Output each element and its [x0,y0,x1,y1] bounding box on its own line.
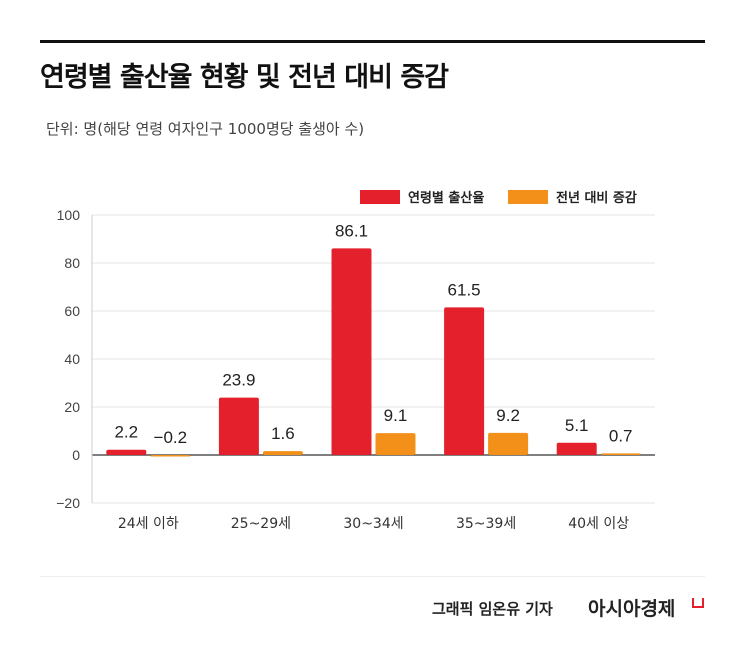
bar-birth-rate [444,307,485,455]
top-rule [40,40,705,43]
bar-chart: 100 80 60 40 20 0 −20 2.2 −0.2 24세 이하 23.9 1.6 25~29… [56,190,655,532]
x-tick-label: 30~34세 [343,516,403,532]
data-label: −0.2 [154,428,188,447]
y-tick-label: 0 [72,447,80,463]
chart-subtitle: 단위: 명(해당 연령 여자인구 1000명당 출생아 수) [46,120,365,138]
logo-mark-icon [692,598,704,608]
y-tick-label: −20 [56,495,80,511]
bar-yoy-change [262,451,303,455]
bar-birth-rate [218,397,259,455]
data-label: 1.6 [271,424,295,443]
data-label: 0.7 [609,426,633,445]
data-label: 61.5 [448,280,481,299]
bar-yoy-change [375,433,416,455]
publisher-logo: 아시아경제 [588,598,676,620]
data-label: 9.2 [496,406,520,425]
data-label: 2.2 [114,423,138,442]
bar-yoy-change [488,432,529,455]
x-tick-label: 24세 이하 [118,516,179,532]
y-tick-label: 40 [64,351,80,367]
bar-birth-rate [106,449,147,455]
y-tick-label: 20 [64,399,80,415]
x-tick-label: 40세 이상 [568,516,629,532]
y-tick-label: 80 [64,255,80,271]
y-tick-label: 60 [64,303,80,319]
x-tick-label: 25~29세 [231,516,291,532]
legend-label: 전년 대비 증감 [556,190,637,206]
graphic-credit: 그래픽 임온유 기자 [432,600,553,618]
chart-title: 연령별 출산율 현황 및 전년 대비 증감 [40,62,449,93]
legend-label: 연령별 출산율 [408,190,484,206]
bar-birth-rate [331,248,372,455]
data-label: 23.9 [222,371,255,390]
x-tick-label: 35~39세 [456,516,516,532]
bar-birth-rate [556,442,597,455]
data-label: 5.1 [565,416,589,435]
legend-swatch [360,190,400,204]
bar-yoy-change [150,455,191,457]
legend-swatch [508,190,548,204]
data-label: 9.1 [384,406,408,425]
data-label: 86.1 [335,221,368,240]
y-tick-label: 100 [57,207,81,223]
footer-divider [40,576,705,577]
bar-yoy-change [600,453,641,455]
